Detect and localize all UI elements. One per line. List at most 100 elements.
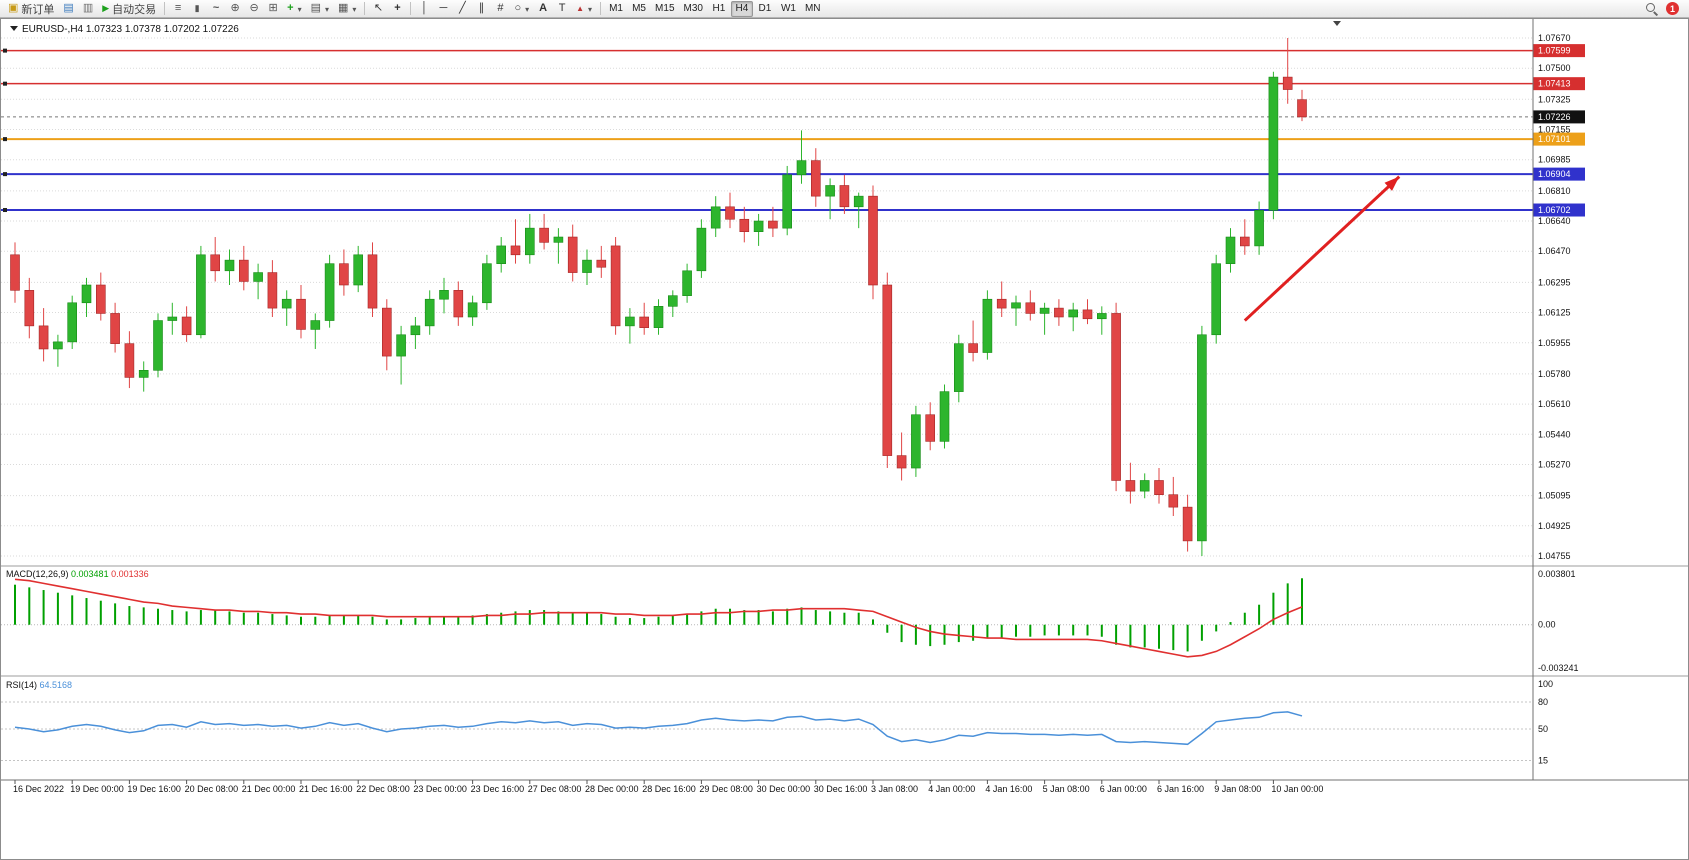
svg-text:1.06702: 1.06702 <box>1538 205 1571 215</box>
horizontal-line-button[interactable] <box>434 1 452 17</box>
candle-body <box>1139 480 1150 492</box>
trendline-button[interactable] <box>453 1 471 17</box>
svg-text:50: 50 <box>1538 724 1548 734</box>
chart-title: EURUSD-,H4 1.07323 1.07378 1.07202 1.072… <box>10 24 239 35</box>
time-axis-label: 4 Jan 00:00 <box>928 784 975 794</box>
vertical-line-icon <box>421 3 428 14</box>
time-axis-label: 30 Dec 16:00 <box>814 784 868 794</box>
chevron-down-icon <box>324 3 329 15</box>
play-icon <box>102 3 109 14</box>
candle-body <box>882 284 893 456</box>
candle-body <box>453 290 464 318</box>
candle-body <box>167 316 178 321</box>
svg-text:1.04755: 1.04755 <box>1538 551 1571 561</box>
bar-chart-icon <box>175 3 181 14</box>
timeframe-D1[interactable]: D1 <box>758 3 772 14</box>
candle-body <box>381 307 392 357</box>
channel-icon <box>479 3 485 14</box>
candle-body <box>1282 76 1293 90</box>
indicators-button[interactable] <box>283 1 305 17</box>
candle-body <box>396 334 406 357</box>
timeframe-M1[interactable]: M1 <box>609 3 623 14</box>
chevron-down-icon <box>587 3 592 15</box>
crosshair-button[interactable] <box>388 1 406 17</box>
candle-body <box>67 302 77 343</box>
candle-body <box>153 320 163 371</box>
cursor-button[interactable] <box>369 1 387 17</box>
price-gridlines <box>1 37 1533 557</box>
timeframe-H1[interactable]: H1 <box>712 3 726 14</box>
candle-body <box>739 218 750 232</box>
svg-text:1.05610: 1.05610 <box>1538 399 1571 409</box>
notification-badge[interactable]: 1 <box>1666 2 1679 15</box>
candle-body <box>1168 494 1179 508</box>
candle-body <box>1097 313 1107 320</box>
auto-trading-button[interactable]: 自动交易 <box>98 1 160 17</box>
chart-window: 1.07670 1.07500 1.07325 1.07155 1.06985 1.068… <box>0 18 1689 860</box>
level-price-badge <box>1533 167 1585 181</box>
charts-button[interactable] <box>59 1 77 17</box>
time-axis-label: 16 Dec 2022 <box>13 784 64 794</box>
svg-text:1.06125: 1.06125 <box>1538 308 1571 318</box>
zoom-in-icon <box>231 3 240 14</box>
timeframe-W1[interactable]: W1 <box>780 3 796 14</box>
time-axis-label: 21 Dec 00:00 <box>242 784 296 794</box>
search-icon[interactable] <box>1645 2 1658 15</box>
candle-body <box>1054 307 1064 318</box>
candlestick-chart-icon <box>195 3 200 14</box>
toolbar-right-group: 1 <box>1645 2 1685 15</box>
profiles-button[interactable] <box>79 1 97 17</box>
periods-icon <box>311 3 321 14</box>
svg-text:1.06470: 1.06470 <box>1538 246 1571 256</box>
horizontal-line-icon <box>440 3 448 14</box>
candle-body <box>539 227 549 243</box>
channel-button[interactable] <box>472 1 490 17</box>
zoom-in-button[interactable] <box>226 1 244 17</box>
candle-body <box>339 263 349 286</box>
new-order-button[interactable]: 新订单 <box>4 1 58 17</box>
time-axis-label: 5 Jan 08:00 <box>1043 784 1090 794</box>
arrows-button[interactable] <box>572 1 596 17</box>
timeframe-buttons: M1 M5 M15 M30 H1 H4 D1 W1 MN <box>605 0 824 17</box>
svg-text:1.06904: 1.06904 <box>1538 169 1571 179</box>
svg-text:100: 100 <box>1538 679 1553 689</box>
candle-body <box>53 341 63 350</box>
candle-body <box>1225 236 1236 264</box>
tile-windows-button[interactable] <box>264 1 282 17</box>
vertical-line-button[interactable] <box>415 1 433 17</box>
fibonacci-button[interactable] <box>491 1 509 17</box>
templates-button[interactable] <box>334 1 360 17</box>
candlestick-chart-button[interactable] <box>188 1 206 17</box>
text-button[interactable] <box>534 1 552 17</box>
candle-body <box>696 227 707 272</box>
timeframe-MN[interactable]: MN <box>804 3 821 14</box>
candle-body <box>424 298 435 327</box>
periods-button[interactable] <box>307 1 333 17</box>
candle-body <box>1268 76 1279 211</box>
candle-body <box>353 254 364 286</box>
line-chart-button[interactable] <box>207 1 225 17</box>
text-label-button[interactable] <box>553 1 571 17</box>
chart-shift-marker[interactable] <box>1333 21 1341 26</box>
bar-chart-button[interactable] <box>169 1 187 17</box>
rsi-line <box>14 711 1303 746</box>
svg-text:1.06810: 1.06810 <box>1538 186 1571 196</box>
candle-body <box>825 185 835 197</box>
symbol-ohlc-label: EURUSD-,H4 1.07323 1.07378 1.07202 1.072… <box>22 24 239 35</box>
level-line-anchor <box>3 137 7 142</box>
svg-text:80: 80 <box>1538 697 1548 707</box>
templates-icon <box>338 3 348 14</box>
candle-body <box>10 254 20 291</box>
trend-arrow[interactable] <box>1243 173 1403 322</box>
timeframe-H4[interactable]: H4 <box>730 0 753 17</box>
time-axis-label: 19 Dec 16:00 <box>127 784 181 794</box>
timeframe-M5[interactable]: M5 <box>632 3 646 14</box>
timeframe-M30[interactable]: M30 <box>683 3 703 14</box>
timeframe-M15[interactable]: M15 <box>655 3 675 14</box>
time-axis-label: 10 Jan 00:00 <box>1271 784 1323 794</box>
zoom-out-button[interactable] <box>245 1 263 17</box>
svg-text:1.05270: 1.05270 <box>1538 459 1571 469</box>
candle-body <box>753 220 764 232</box>
macd-signal-line <box>14 578 1303 658</box>
shapes-button[interactable] <box>510 1 533 17</box>
